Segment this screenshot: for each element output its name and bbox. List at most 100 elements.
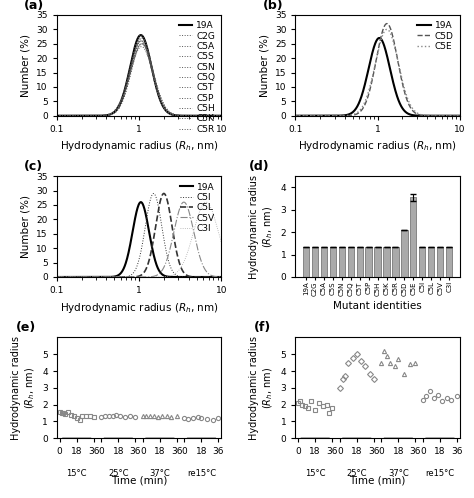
C5L bbox=[223, 274, 228, 280]
19A bbox=[137, 200, 143, 206]
C5H bbox=[136, 39, 142, 45]
C5H bbox=[148, 62, 154, 68]
19A bbox=[138, 199, 144, 205]
19A bbox=[386, 62, 392, 68]
C5N bbox=[196, 113, 201, 119]
C3I bbox=[137, 274, 143, 280]
C2G bbox=[139, 35, 145, 41]
19A bbox=[196, 274, 201, 280]
C5S bbox=[136, 43, 142, 49]
C5V bbox=[54, 274, 60, 280]
Text: 15°C: 15°C bbox=[305, 469, 326, 478]
C5R bbox=[139, 41, 145, 47]
C5I bbox=[223, 274, 228, 280]
C5S bbox=[54, 113, 60, 119]
19A bbox=[434, 113, 440, 119]
C5E bbox=[396, 60, 401, 66]
19A bbox=[376, 35, 382, 41]
X-axis label: Time (min): Time (min) bbox=[111, 476, 167, 486]
C5S bbox=[227, 113, 232, 119]
Line: C5I: C5I bbox=[57, 194, 229, 277]
Bar bbox=[356, 247, 363, 277]
C5S bbox=[196, 113, 201, 119]
Bar bbox=[347, 247, 354, 277]
Text: 37°C: 37°C bbox=[149, 469, 170, 478]
Bar bbox=[446, 247, 452, 277]
C2G bbox=[136, 38, 142, 44]
C5K bbox=[227, 113, 232, 119]
C5P bbox=[148, 62, 154, 68]
C5Q bbox=[196, 113, 201, 119]
C5R bbox=[196, 113, 201, 119]
C5I bbox=[136, 257, 142, 263]
Bar bbox=[303, 247, 309, 277]
C5T bbox=[137, 42, 143, 48]
C5K bbox=[157, 95, 163, 101]
C5Q bbox=[157, 97, 163, 103]
C3I bbox=[196, 212, 201, 218]
C5K bbox=[136, 37, 142, 43]
C3I bbox=[203, 199, 209, 205]
C5L bbox=[137, 273, 143, 279]
C5Q bbox=[136, 39, 142, 45]
C2G bbox=[54, 113, 60, 119]
Line: C5V: C5V bbox=[57, 202, 229, 277]
19A bbox=[157, 97, 163, 103]
Line: C5N: C5N bbox=[57, 35, 229, 116]
C5P bbox=[157, 94, 163, 100]
Bar bbox=[392, 247, 399, 277]
C5V bbox=[227, 274, 232, 280]
C5D bbox=[461, 113, 467, 119]
Text: 37°C: 37°C bbox=[388, 469, 409, 478]
Legend: 19A, C5D, C5E: 19A, C5D, C5E bbox=[416, 19, 455, 53]
Bar bbox=[401, 230, 408, 277]
Text: 25°C: 25°C bbox=[108, 469, 128, 478]
Bar bbox=[410, 198, 417, 277]
C5E bbox=[386, 28, 392, 34]
Bar bbox=[437, 247, 443, 277]
Text: (e): (e) bbox=[16, 321, 36, 335]
C5H bbox=[196, 113, 201, 119]
X-axis label: Hydrodynamic radius ($R_h$, nm): Hydrodynamic radius ($R_h$, nm) bbox=[298, 139, 457, 153]
Y-axis label: Number (%): Number (%) bbox=[259, 34, 269, 97]
C5I bbox=[227, 274, 232, 280]
C5I bbox=[157, 213, 163, 219]
Bar bbox=[365, 247, 372, 277]
C5E bbox=[384, 26, 390, 32]
C2G bbox=[148, 57, 154, 63]
19A bbox=[396, 97, 401, 103]
C5P bbox=[223, 113, 228, 119]
C5E bbox=[434, 113, 440, 119]
C5V bbox=[147, 274, 153, 280]
C5Q bbox=[148, 62, 154, 68]
19A bbox=[223, 113, 228, 119]
C5V bbox=[136, 274, 142, 280]
C5T bbox=[148, 61, 154, 67]
C5L bbox=[54, 274, 60, 280]
C5N bbox=[137, 32, 143, 38]
19A bbox=[461, 113, 467, 119]
C5H bbox=[223, 113, 228, 119]
C5V bbox=[157, 270, 163, 276]
C5P bbox=[137, 44, 143, 50]
C5N bbox=[138, 32, 144, 38]
19A bbox=[54, 274, 60, 280]
Y-axis label: Hydrodynamic radius
($R_h$, nm): Hydrodynamic radius ($R_h$, nm) bbox=[11, 336, 36, 440]
Bar bbox=[338, 247, 345, 277]
Legend: 19A, C2G, C5A, C5S, C5N, C5Q, C5T, C5P, C5H, C5K, C5R: 19A, C2G, C5A, C5S, C5N, C5Q, C5T, C5P, … bbox=[177, 19, 217, 135]
Bar bbox=[428, 247, 434, 277]
Text: re15°C: re15°C bbox=[425, 469, 455, 478]
C5I bbox=[196, 274, 201, 280]
C5Q bbox=[137, 38, 143, 44]
C5D bbox=[384, 20, 390, 26]
C3I bbox=[223, 253, 228, 259]
C5V bbox=[137, 274, 143, 280]
C5A bbox=[227, 113, 232, 119]
Bar bbox=[329, 247, 336, 277]
C5V bbox=[181, 199, 187, 205]
Line: C5A: C5A bbox=[57, 41, 229, 116]
C5D bbox=[292, 113, 298, 119]
C5P bbox=[54, 113, 60, 119]
C5R bbox=[223, 113, 228, 119]
C5R bbox=[157, 92, 163, 98]
